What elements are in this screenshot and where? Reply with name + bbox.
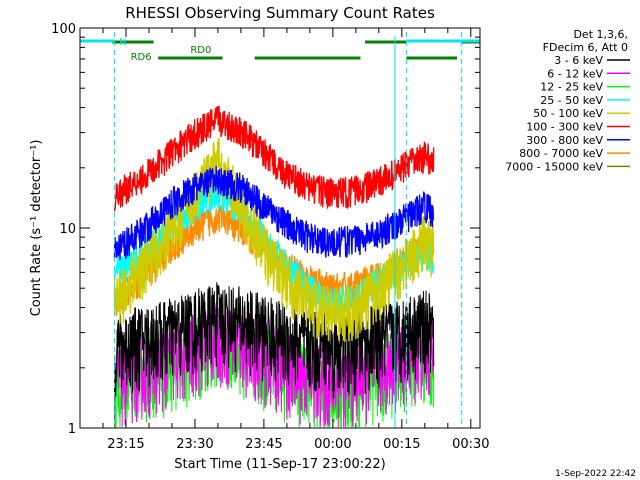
x-tick-label: 00:00 xyxy=(314,437,351,452)
data-layer xyxy=(113,105,435,428)
flag-label-n: N xyxy=(119,37,126,48)
y-tick-label: 100 xyxy=(51,22,76,37)
series-line-50-100-kev xyxy=(113,137,435,342)
legend-label: 300 - 800 keV xyxy=(526,134,603,147)
x-tick-label: 23:15 xyxy=(107,437,144,452)
legend-label: 100 - 300 keV xyxy=(526,121,603,134)
y-tick-label: 10 xyxy=(59,222,76,237)
y-axis-label: Count Rate (s⁻¹ detector⁻¹) xyxy=(29,140,44,317)
legend-header: FDecim 6, Att 0 xyxy=(543,41,628,54)
series-line-100-300-kev xyxy=(113,105,435,212)
flag-label-rd6: RD6 xyxy=(131,52,152,63)
legend-label: 6 - 12 keV xyxy=(547,67,603,80)
legend-label: 25 - 50 keV xyxy=(540,94,603,107)
axis-layer: 23:15 23:30 23:45 00:00 00:15 00:30 1 10 100 xyxy=(51,22,489,452)
series-line-6-12-kev xyxy=(114,301,435,428)
x-tick-label: 23:30 xyxy=(176,437,213,452)
series-line-3-6-kev xyxy=(114,282,435,399)
flag-label-rd0: RD0 xyxy=(190,45,211,56)
flag-layer: N RD0 RD6 xyxy=(80,32,480,428)
chart-title: RHESSI Observing Summary Count Rates xyxy=(125,4,435,22)
legend-label: 50 - 100 keV xyxy=(533,107,603,120)
timestamp: 1-Sep-2022 22:42 xyxy=(555,469,636,479)
series-line-300-800-kev xyxy=(113,165,435,260)
legend-label: 7000 - 15000 keV xyxy=(505,160,603,173)
legend-label: 800 - 7000 keV xyxy=(519,147,603,160)
x-tick-label: 00:15 xyxy=(383,437,420,452)
legend-label: 3 - 6 keV xyxy=(554,54,603,67)
legend-label: 12 - 25 keV xyxy=(540,81,603,94)
x-axis-label: Start Time (11-Sep-17 23:00:22) xyxy=(174,457,385,472)
x-tick-label: 23:45 xyxy=(245,437,282,452)
legend-header: Det 1,3,6, xyxy=(573,28,628,41)
y-tick-label: 1 xyxy=(68,422,76,437)
x-tick-label: 00:30 xyxy=(452,437,489,452)
